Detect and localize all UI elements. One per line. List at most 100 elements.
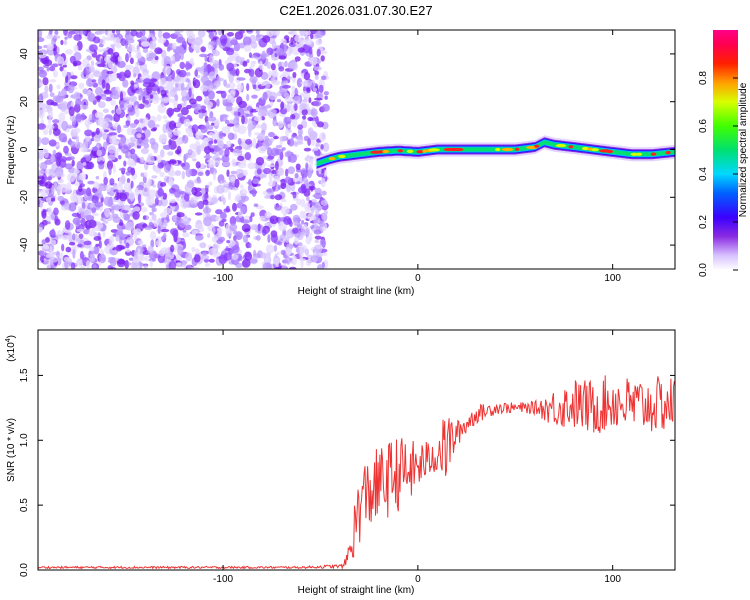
noise-speckle [252,84,257,90]
noise-speckle [275,144,282,149]
noise-speckle [269,215,279,225]
noise-speckle [137,193,142,204]
noise-speckle [109,32,114,41]
noise-speckle [231,254,239,260]
noise-speckle [114,204,120,211]
noise-speckle [117,182,123,187]
noise-speckle [41,239,46,245]
noise-speckle [168,98,176,103]
noise-speckle [127,106,136,116]
noise-speckle [58,112,66,122]
noise-speckle [206,30,212,33]
noise-speckle [38,66,44,72]
noise-speckle [110,56,118,63]
noise-speckle [49,168,53,174]
noise-speckle [157,188,164,197]
noise-speckle [168,120,176,130]
noise-speckle [176,69,181,75]
noise-speckle [48,139,57,147]
noise-speckle [200,254,210,260]
noise-speckle [143,78,152,85]
colorbar-tick-label: 0.2 [698,215,709,229]
noise-speckle [252,178,260,184]
noise-speckle [88,229,96,237]
noise-speckle [204,184,210,189]
snr-scale-base: (x10 [6,342,17,362]
noise-speckle [230,240,236,247]
noise-speckle [323,210,328,215]
noise-speckle [176,46,185,55]
noise-speckle [229,223,238,232]
noise-speckle [208,71,216,80]
noise-speckle [111,93,120,100]
noise-speckle [38,30,43,39]
noise-speckle [162,32,171,39]
noise-speckle [147,119,156,129]
noise-speckle [79,207,85,213]
noise-speckle [97,63,106,68]
noise-speckle [321,190,327,196]
noise-speckle [208,132,215,136]
noise-speckle [186,179,195,188]
noise-speckle [207,90,215,100]
noise-speckle [136,184,144,191]
y-tick-label: 0.5 [19,498,30,512]
noise-speckle [41,210,47,219]
noise-speckle [75,113,82,123]
noise-speckle [239,30,245,34]
noise-speckle [42,128,49,136]
noise-speckle [192,158,197,162]
noise-speckle [280,38,287,45]
noise-speckle [290,37,294,45]
noise-speckle [304,38,313,46]
noise-speckle [287,76,292,80]
noise-speckle [226,169,230,177]
noise-speckle [255,156,265,166]
noise-speckle [50,197,56,202]
noise-speckle [213,139,218,144]
noise-speckle [274,148,284,155]
noise-speckle [38,53,47,59]
noise-speckle [170,55,176,65]
noise-speckle [223,181,229,187]
x-tick-label: -100 [213,273,233,284]
noise-speckle [284,92,290,99]
noise-speckle [132,66,140,76]
noise-speckle [261,50,266,60]
noise-speckle [323,91,329,96]
noise-speckle [182,229,187,233]
snr-y-axis: 0.0 0.5 1.0 1.5 [19,368,675,577]
noise-speckle [89,44,98,52]
noise-speckle [310,108,318,118]
noise-speckle [151,207,157,212]
noise-speckle [59,252,64,260]
noise-speckle [118,167,127,171]
noise-speckle [119,91,124,101]
noise-speckle [189,57,194,65]
noise-speckle [93,181,100,189]
noise-speckle [208,31,215,40]
noise-speckle [265,52,270,57]
noise-speckle [192,79,201,89]
noise-speckle [195,248,200,254]
spectrogram-y-axis: -40 -20 0 20 40 [19,48,675,252]
noise-speckle [80,147,88,153]
noise-speckle [278,221,287,232]
noise-speckle [66,125,75,129]
noise-speckle [194,69,198,77]
noise-speckle [52,128,61,137]
noise-speckle [241,138,246,142]
noise-speckle [178,153,182,157]
noise-speckle [266,61,272,70]
noise-speckle [280,249,286,256]
noise-speckle [323,169,328,178]
noise-speckle [191,186,198,196]
noise-speckle [283,216,292,225]
noise-speckle [305,162,309,169]
noise-speckle [256,168,262,175]
noise-speckle [93,236,102,241]
noise-speckle [93,245,100,255]
noise-speckle [290,203,298,211]
noise-speckle [160,89,167,97]
